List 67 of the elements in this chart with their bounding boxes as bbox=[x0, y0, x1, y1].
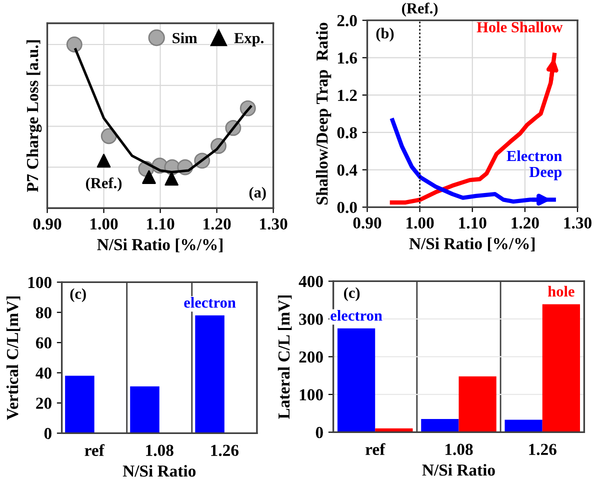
series-label: electron bbox=[184, 297, 236, 308]
point bbox=[100, 128, 117, 144]
x-tick-label: ref bbox=[366, 443, 386, 456]
x-axis-title: N/Si Ratio bbox=[422, 464, 495, 476]
y-tick-label: 100 bbox=[300, 389, 323, 400]
x-tick-label: 0.90 bbox=[353, 217, 382, 229]
x-tick-label: 1.20 bbox=[512, 217, 539, 229]
x-tick-label: 1.08 bbox=[445, 444, 473, 456]
x-tick-label: 1.00 bbox=[90, 218, 118, 230]
annotation: (b) bbox=[376, 28, 394, 42]
series-label: electron bbox=[330, 310, 382, 321]
x-axis-title: N/Si Ratio [%/%] bbox=[97, 238, 222, 252]
y-tick-label: 60 bbox=[36, 337, 52, 349]
legend-label: Sim bbox=[172, 32, 198, 44]
y-tick-label: 2.0 bbox=[337, 15, 357, 26]
y-axis-title: Shallow/Deep Trap Ratio bbox=[316, 22, 332, 204]
ref-line-label: (Ref.) bbox=[402, 2, 438, 17]
y-tick-label: 0.0 bbox=[337, 202, 357, 214]
bar bbox=[195, 315, 224, 434]
annotation: (Ref.) bbox=[86, 177, 122, 192]
x-tick-label: 1.10 bbox=[459, 217, 486, 229]
bar bbox=[337, 328, 376, 432]
bar bbox=[504, 420, 542, 432]
point bbox=[96, 154, 111, 168]
x-tick-label: 1.30 bbox=[564, 217, 592, 229]
x-tick-label: 1.30 bbox=[260, 218, 288, 230]
series-label: Hole Shallow bbox=[476, 22, 563, 32]
annotation: (a) bbox=[249, 186, 266, 201]
y-tick-label: 300 bbox=[299, 314, 323, 325]
series-label: hole bbox=[548, 286, 574, 297]
x-axis-title: N/Si Ratio bbox=[122, 464, 196, 477]
bar bbox=[542, 304, 580, 432]
point bbox=[66, 36, 82, 52]
series-label: Electron Deep bbox=[506, 150, 562, 180]
bar bbox=[421, 419, 459, 432]
legend-label: Exp. bbox=[234, 33, 264, 46]
annotation: (c) bbox=[344, 287, 360, 302]
bar bbox=[65, 376, 94, 434]
y-tick-label: 0.4 bbox=[337, 164, 358, 176]
y-tick-label: 0 bbox=[316, 426, 323, 438]
y-tick-label: 100 bbox=[28, 276, 52, 288]
y-axis-title: P7 Charge Loss [a.u.] bbox=[26, 40, 42, 192]
y-axis-title: Lateral C/L [mV] bbox=[278, 295, 292, 419]
x-tick-label: 1.10 bbox=[147, 218, 174, 230]
point bbox=[164, 172, 178, 186]
x-axis-title: N/Si Ratio [%/%] bbox=[409, 238, 535, 252]
bar bbox=[458, 376, 496, 432]
annotation: (c) bbox=[70, 288, 86, 302]
y-tick-label: 1.6 bbox=[338, 52, 358, 64]
x-tick-label: 1.20 bbox=[204, 218, 231, 230]
y-tick-label: 40 bbox=[36, 367, 52, 379]
x-tick-label: 1.08 bbox=[146, 444, 174, 456]
y-tick-label: 0 bbox=[44, 428, 52, 440]
x-tick-label: 0.90 bbox=[33, 218, 62, 230]
y-axis-title: Vertical C/L[mV] bbox=[6, 296, 20, 420]
x-tick-label: 1.26 bbox=[529, 444, 556, 456]
bar bbox=[130, 386, 160, 434]
y-tick-label: 80 bbox=[36, 307, 52, 318]
x-tick-label: ref bbox=[84, 444, 105, 456]
point bbox=[142, 170, 156, 184]
x-tick-label: 1.26 bbox=[211, 444, 239, 456]
y-tick-label: 0.8 bbox=[337, 127, 357, 138]
y-tick-label: 1.2 bbox=[338, 90, 357, 102]
y-tick-label: 400 bbox=[298, 276, 323, 288]
x-tick-label: 1.00 bbox=[406, 217, 434, 229]
y-tick-label: 20 bbox=[36, 398, 52, 409]
y-tick-label: 200 bbox=[299, 351, 323, 363]
